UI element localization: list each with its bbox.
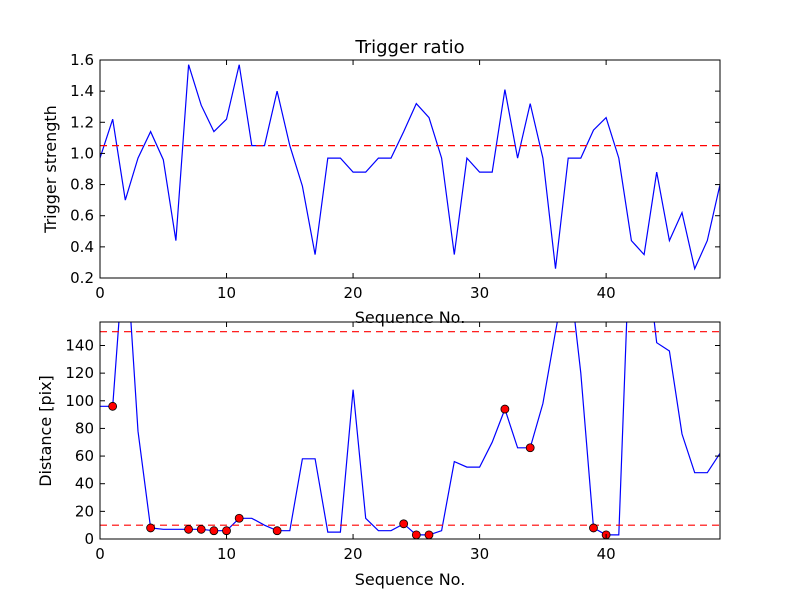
x-tick-label: 30 bbox=[470, 284, 489, 302]
x-tick-label: 10 bbox=[217, 284, 236, 302]
trigger-ratio-panel: Trigger ratio 0 10 20 30 40 0.2 0.4 0.6 0.8 1.0 1.… bbox=[41, 37, 721, 327]
data-point-marker bbox=[108, 401, 118, 411]
y-axis-label: Trigger strength bbox=[41, 105, 60, 234]
data-point-marker bbox=[222, 526, 231, 536]
y-tick-label: 0.2 bbox=[70, 269, 94, 287]
y-tick-label: 100 bbox=[65, 392, 94, 410]
y-tick-label: 0.6 bbox=[70, 207, 94, 225]
x-tick-label: 20 bbox=[344, 284, 363, 302]
y-tick-label: 80 bbox=[75, 419, 94, 437]
y-tick-label: 60 bbox=[75, 447, 94, 465]
data-point-marker bbox=[399, 519, 409, 529]
y-axis-label: Distance [pix] bbox=[36, 375, 55, 487]
x-tick-label: 20 bbox=[344, 545, 363, 563]
data-point-marker bbox=[424, 530, 434, 540]
y-tick-label: 40 bbox=[75, 475, 94, 493]
y-tick-label: 1.2 bbox=[70, 113, 94, 131]
y-tick-label: 140 bbox=[65, 336, 94, 354]
data-point-marker bbox=[146, 523, 156, 533]
data-point-marker bbox=[500, 404, 510, 414]
data-point-marker bbox=[234, 513, 244, 523]
plot-area: 0 10 20 30 40 0 20 40 60 80 100 120 140 bbox=[65, 321, 721, 563]
plot-area: 0 10 20 30 40 0.2 0.4 0.6 0.8 1.0 1.2 1.4 1.6 bbox=[70, 51, 721, 302]
y-tick-label: 1.0 bbox=[70, 144, 94, 162]
data-point-marker bbox=[196, 524, 206, 534]
axes-frame bbox=[99, 59, 721, 279]
y-tick-label: 120 bbox=[65, 364, 94, 382]
x-tick-label: 40 bbox=[597, 545, 616, 563]
y-tick-label: 1.6 bbox=[70, 51, 94, 69]
chart-title: Trigger ratio bbox=[354, 37, 464, 58]
data-point-marker bbox=[209, 526, 219, 536]
data-point-marker bbox=[184, 524, 193, 534]
x-axis-label: Sequence No. bbox=[355, 308, 466, 327]
data-point-marker bbox=[272, 526, 282, 536]
x-tick-label: 10 bbox=[217, 545, 236, 563]
y-tick-label: 0.4 bbox=[70, 238, 94, 256]
x-tick-label: 0 bbox=[95, 545, 105, 563]
x-tick-label: 40 bbox=[597, 284, 616, 302]
plot-clip-group bbox=[100, 322, 720, 536]
series-line bbox=[100, 64, 720, 271]
y-tick-label: 20 bbox=[75, 502, 94, 520]
y-tick-label: 1.4 bbox=[70, 82, 94, 100]
data-point-marker bbox=[589, 523, 598, 533]
y-tick-label: 0 bbox=[84, 530, 94, 548]
plot-clip-group bbox=[100, 64, 720, 271]
data-point-marker bbox=[525, 443, 535, 453]
x-axis-label: Sequence No. bbox=[355, 570, 466, 589]
series-line bbox=[100, 322, 720, 536]
data-point-marker bbox=[411, 530, 421, 540]
axes-frame bbox=[99, 321, 721, 540]
x-tick-label: 30 bbox=[470, 545, 489, 563]
y-tick-label: 0.8 bbox=[70, 176, 94, 194]
distance-panel: 0 10 20 30 40 0 20 40 60 80 100 120 140 Sequence No.… bbox=[36, 321, 721, 589]
x-tick-label: 0 bbox=[95, 284, 105, 302]
